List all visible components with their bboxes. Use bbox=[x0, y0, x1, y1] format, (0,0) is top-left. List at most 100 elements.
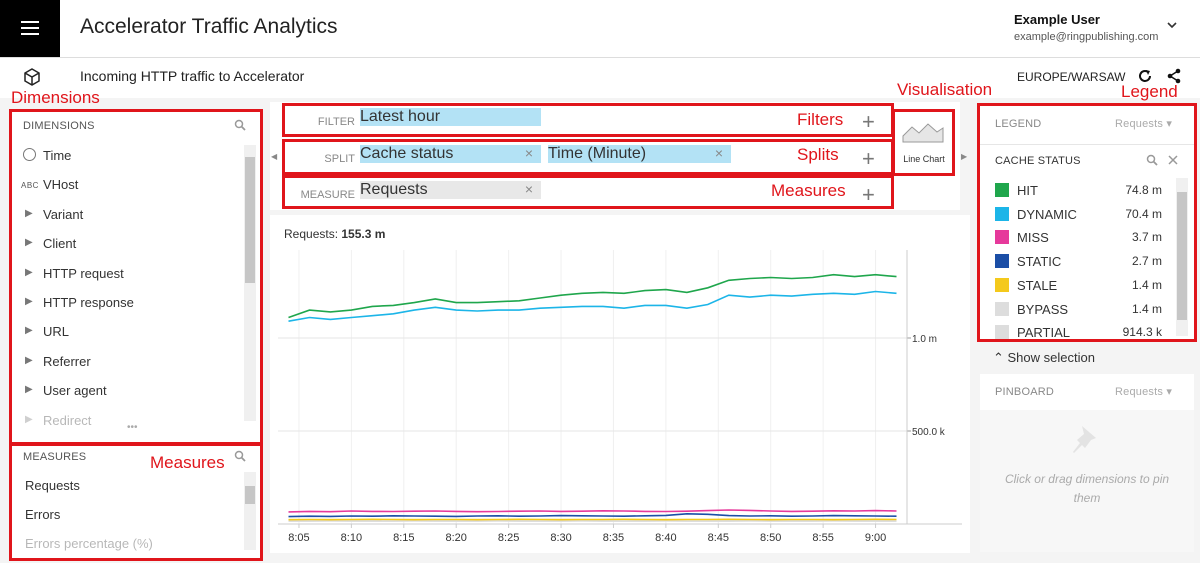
legend-name: PARTIAL bbox=[1017, 325, 1070, 339]
series-line bbox=[288, 512, 897, 518]
data-cube-title: Incoming HTTP traffic to Accelerator bbox=[80, 68, 305, 84]
legend-item[interactable]: HIT 74.8 m bbox=[980, 180, 1172, 200]
legend-item[interactable]: DYNAMIC 70.4 m bbox=[980, 204, 1172, 224]
legend-swatch bbox=[995, 301, 1009, 316]
timezone[interactable]: EUROPE/WARSAW bbox=[1017, 70, 1126, 84]
dimension-item[interactable]: ▶ Client bbox=[12, 234, 242, 258]
total-caption: Requests: bbox=[284, 227, 339, 241]
filter-tile[interactable]: Latest hour bbox=[360, 108, 541, 126]
scrollbar-thumb[interactable] bbox=[245, 157, 255, 283]
legend-swatch bbox=[995, 206, 1009, 221]
resize-handle[interactable]: ••• bbox=[127, 422, 138, 433]
dimension-label: Variant bbox=[43, 206, 84, 222]
legend-item[interactable]: PARTIAL 914.3 k bbox=[980, 322, 1172, 339]
legend-value: 914.3 k bbox=[1122, 325, 1162, 339]
legend-value: 2.7 m bbox=[1131, 254, 1162, 269]
add-button[interactable]: + bbox=[862, 182, 875, 207]
measure-item[interactable]: Errors percentage (%) bbox=[25, 536, 153, 551]
legend-item[interactable]: STATIC 2.7 m bbox=[980, 251, 1172, 271]
legend-item[interactable]: STALE 1.4 m bbox=[980, 275, 1172, 295]
tile-label: Latest hour bbox=[360, 108, 441, 125]
legend-value: 1.4 m bbox=[1131, 277, 1162, 292]
dimension-label: Redirect bbox=[43, 412, 92, 428]
dimension-item[interactable]: ▶ Referrer bbox=[12, 352, 242, 376]
sub-bar bbox=[0, 58, 1200, 98]
row-label: MEASURE bbox=[300, 189, 355, 201]
y-tick-label: 500.0 k bbox=[912, 427, 946, 438]
dimension-item[interactable]: ▶ User agent bbox=[12, 381, 242, 405]
legend-item[interactable]: MISS 3.7 m bbox=[980, 227, 1172, 247]
dimension-item[interactable]: ABC VHost bbox=[12, 175, 242, 199]
add-button[interactable]: + bbox=[862, 109, 875, 134]
legend-swatch bbox=[995, 183, 1009, 197]
legend-name: HIT bbox=[1017, 183, 1038, 198]
collapse-right[interactable]: ▶ bbox=[961, 152, 968, 161]
annotation: Visualisation bbox=[897, 80, 993, 99]
legend-panel: LEGEND Requests ▾ CACHE STATUS HIT 74.8 m… bbox=[980, 106, 1194, 339]
expand-arrow: ▶ bbox=[25, 266, 33, 278]
legend-item[interactable]: BYPASS 1.4 m bbox=[980, 299, 1172, 319]
remove-button[interactable]: × bbox=[524, 181, 533, 197]
pinboard-measure[interactable]: Requests ▾ bbox=[1115, 386, 1173, 398]
share-icon[interactable] bbox=[1166, 68, 1182, 84]
legend-swatch bbox=[995, 230, 1009, 245]
dimension-item[interactable]: ▶ HTTP request bbox=[12, 264, 242, 288]
annotation: Dimensions bbox=[11, 88, 100, 107]
expand-arrow: ▶ bbox=[25, 207, 33, 219]
scrollbar-thumb[interactable] bbox=[245, 486, 255, 504]
line-chart-icon bbox=[902, 123, 944, 143]
scrollbar-thumb[interactable] bbox=[1177, 192, 1187, 320]
dimension-item[interactable]: Time bbox=[12, 146, 242, 170]
scrollbar[interactable] bbox=[244, 145, 256, 421]
search-icon[interactable] bbox=[1146, 154, 1158, 166]
x-tick-label: 8:45 bbox=[708, 532, 729, 544]
remove-button[interactable]: × bbox=[714, 145, 723, 161]
search-icon[interactable] bbox=[234, 119, 246, 131]
legend-swatch bbox=[995, 277, 1009, 292]
dimension-item[interactable]: ▶ Variant bbox=[12, 205, 242, 229]
pinboard-hint: Click or drag dimensions to pin them bbox=[1004, 472, 1170, 505]
annotation: Legend bbox=[1121, 82, 1178, 101]
clock-icon bbox=[23, 148, 36, 161]
x-tick-label: 8:30 bbox=[550, 532, 571, 544]
x-tick-label: 8:35 bbox=[603, 532, 624, 544]
x-tick-label: 8:25 bbox=[498, 532, 519, 544]
x-tick-label: 8:05 bbox=[288, 532, 309, 544]
measure-tile[interactable]: Requests × bbox=[360, 181, 541, 199]
dimension-label: Time bbox=[43, 148, 72, 163]
refresh-icon[interactable] bbox=[1137, 68, 1153, 84]
add-button[interactable]: + bbox=[862, 146, 875, 171]
scrollbar[interactable] bbox=[1176, 178, 1188, 336]
dimension-item[interactable]: ▶ Redirect bbox=[12, 411, 242, 435]
dimension-item[interactable]: ▶ HTTP response bbox=[12, 293, 242, 317]
legend-name: STATIC bbox=[1017, 254, 1062, 270]
dimension-label: HTTP request bbox=[43, 265, 124, 281]
measure-item[interactable]: Errors bbox=[25, 507, 61, 522]
pinboard-panel: PINBOARD Requests ▾ Click or drag dimens… bbox=[980, 374, 1194, 552]
user-menu-chevron[interactable] bbox=[1166, 20, 1178, 30]
panel-title: LEGEND bbox=[995, 118, 1042, 130]
menu-button[interactable] bbox=[0, 0, 60, 57]
series-line bbox=[288, 290, 897, 322]
collapse-left[interactable]: ◀ bbox=[271, 152, 278, 161]
dimension-item[interactable]: ▶ URL bbox=[12, 322, 242, 346]
remove-button[interactable]: × bbox=[524, 145, 533, 161]
user-name[interactable]: Example User bbox=[1014, 12, 1100, 27]
show-selection[interactable]: ⌃ Show selection bbox=[993, 350, 1095, 365]
expand-arrow: ▶ bbox=[25, 237, 33, 249]
scrollbar[interactable] bbox=[244, 472, 256, 550]
row-label: FILTER bbox=[317, 116, 355, 128]
close-icon[interactable] bbox=[1167, 154, 1179, 166]
search-icon[interactable] bbox=[234, 450, 246, 462]
visualisation-selector[interactable]: Line Chart bbox=[896, 112, 952, 172]
type-badge: ABC bbox=[21, 181, 39, 191]
tile-label: Requests bbox=[360, 181, 428, 198]
split-tile[interactable]: Cache status × bbox=[360, 145, 541, 163]
split-tile[interactable]: Time (Minute) × bbox=[548, 145, 731, 163]
legend-swatch bbox=[995, 254, 1009, 269]
pin-icon bbox=[1073, 426, 1096, 453]
legend-measure[interactable]: Requests ▾ bbox=[1115, 118, 1173, 130]
measure-item[interactable]: Requests bbox=[25, 478, 80, 493]
hamburger-icon bbox=[21, 21, 39, 35]
legend-value: 3.7 m bbox=[1131, 230, 1162, 245]
